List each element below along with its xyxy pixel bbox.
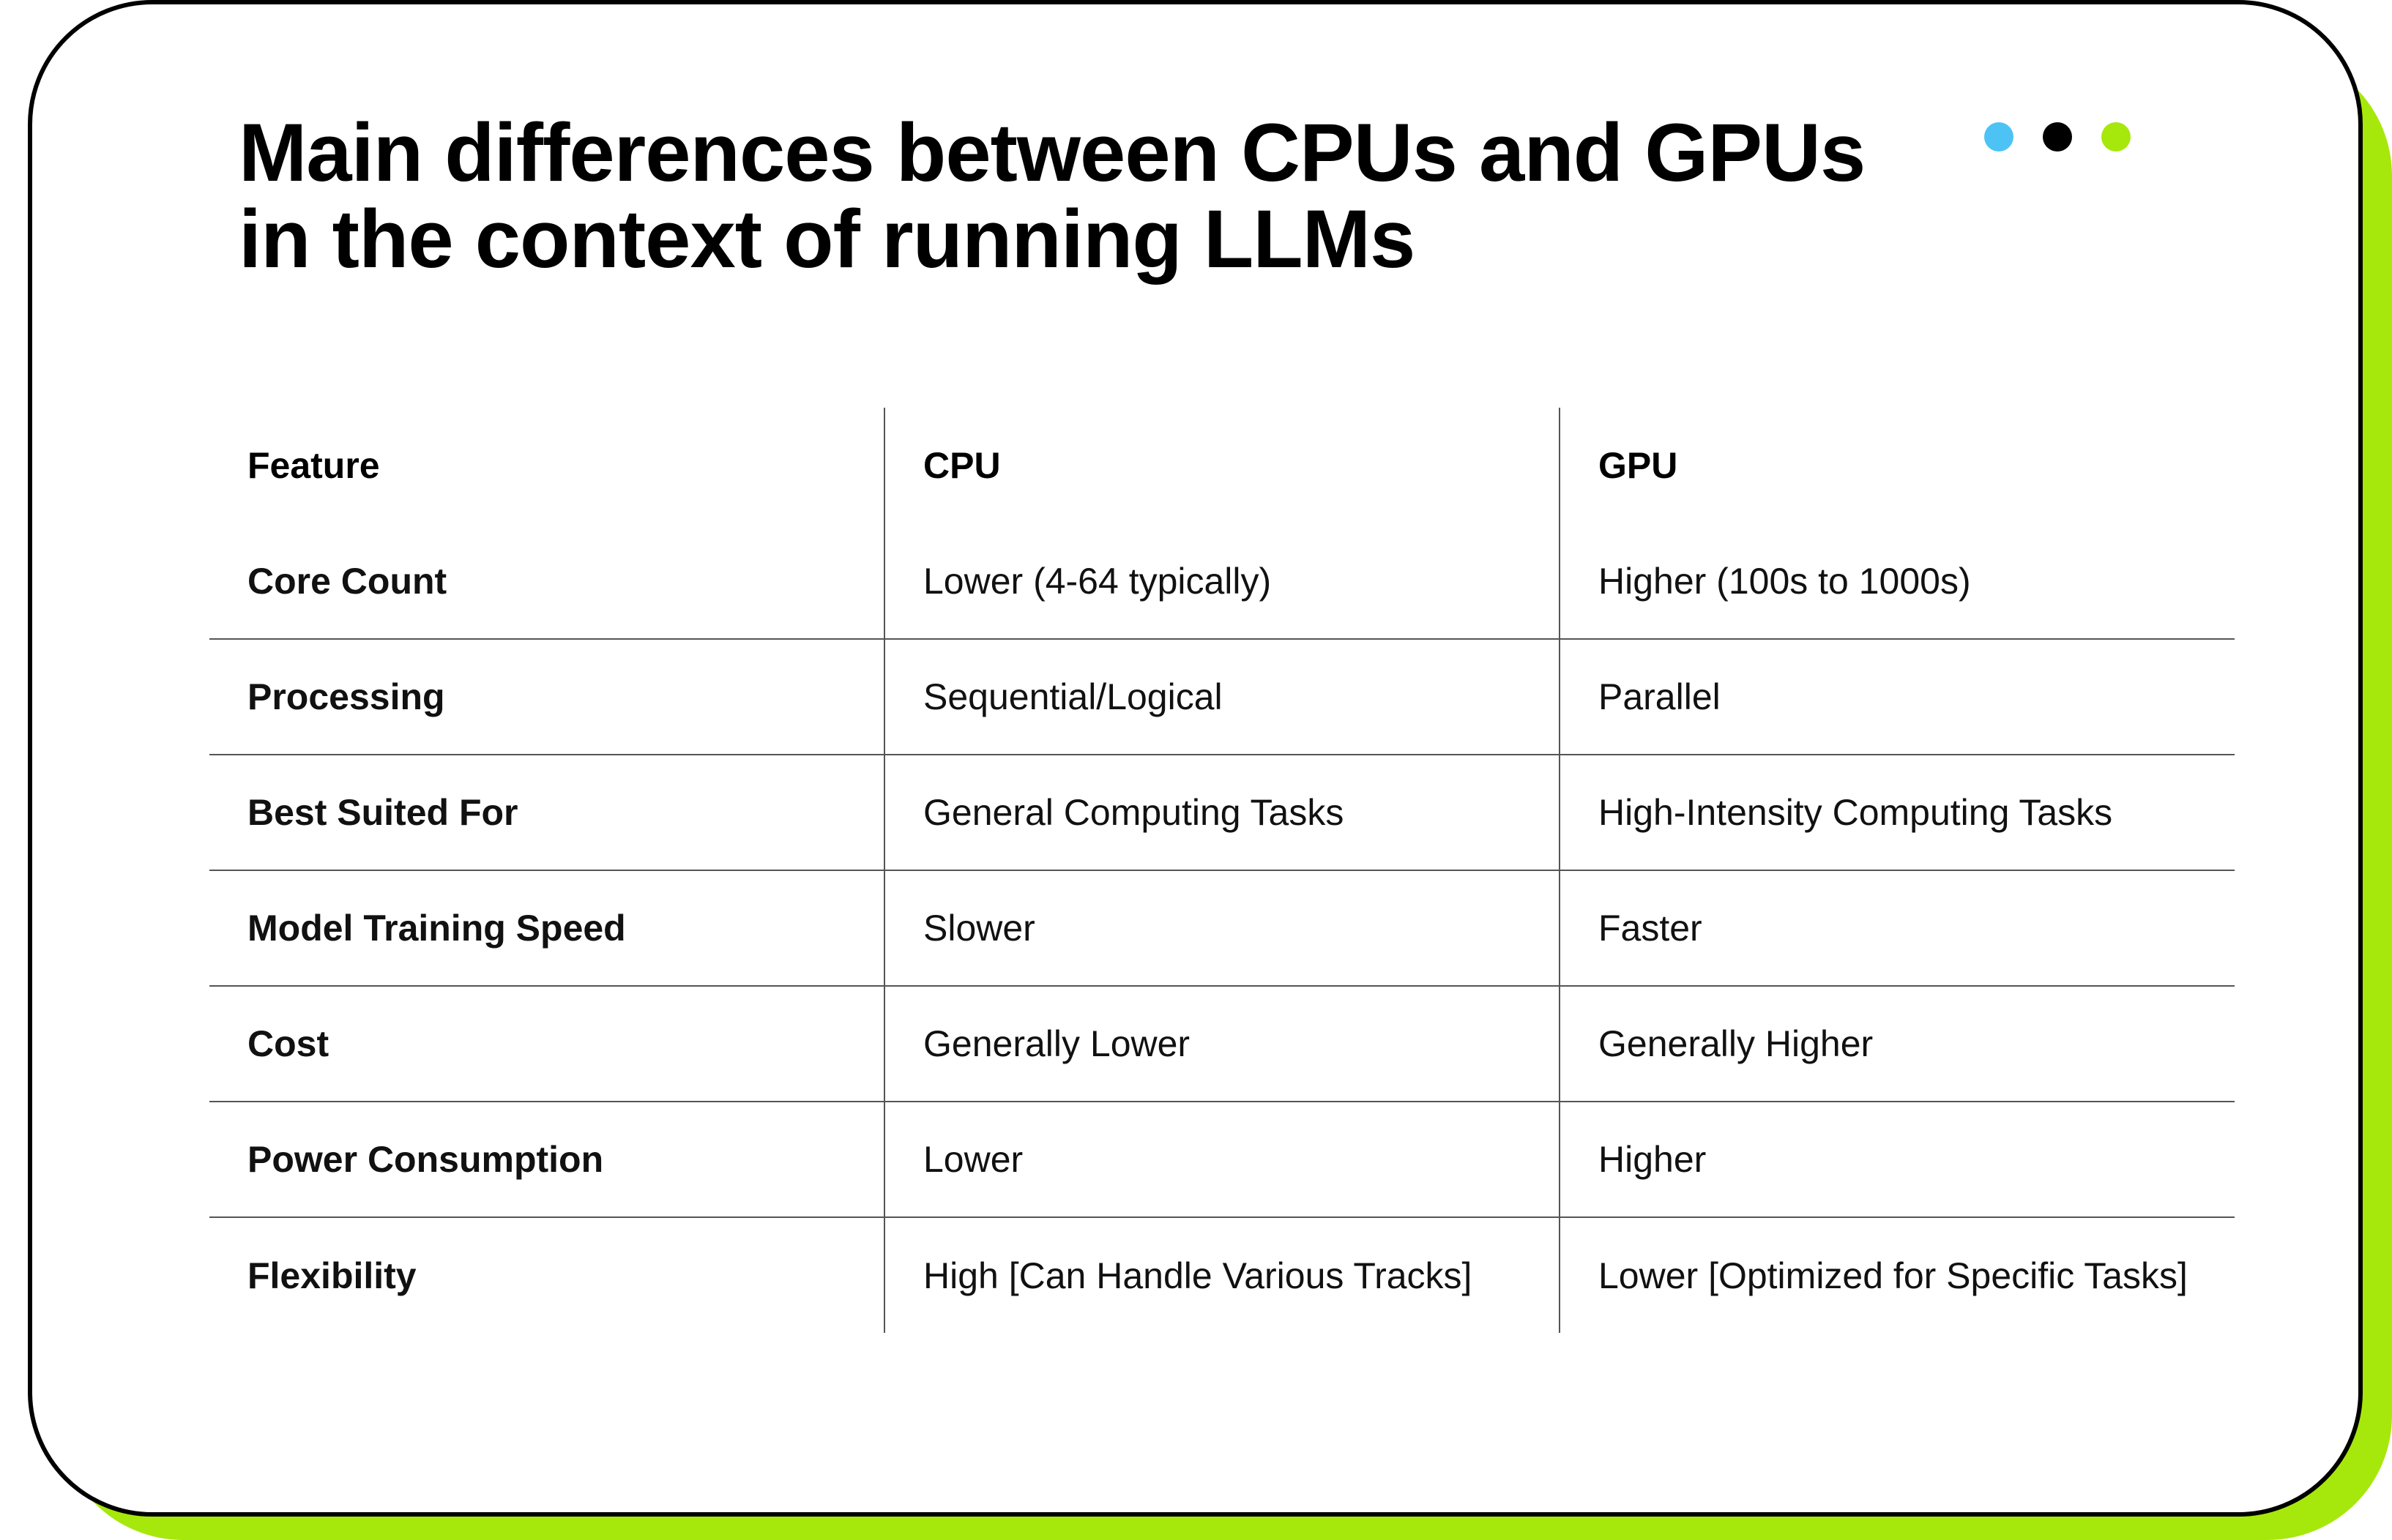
row-gpu-cell: High-Intensity Computing Tasks [1559, 755, 2235, 871]
comparison-table: Feature CPU GPU Core Count Lower (4-64 t… [209, 408, 2235, 1333]
table-row: Best Suited For General Computing Tasks … [209, 755, 2235, 871]
title-line-2: in the context of running LLMs [239, 193, 1415, 285]
row-gpu-cell: Faster [1559, 870, 2235, 987]
row-gpu-cell: Lower [Optimized for Specific Tasks] [1559, 1217, 2235, 1333]
window-dots [1984, 122, 2131, 152]
table-row: Core Count Lower (4-64 typically) Higher… [209, 523, 2235, 640]
row-cpu-cell: Lower [884, 1102, 1560, 1218]
table-row: Cost Generally Lower Generally Higher [209, 986, 2235, 1102]
table-row: Flexibility High [Can Handle Various Tra… [209, 1217, 2235, 1333]
row-feature-cell: Best Suited For [209, 755, 884, 871]
row-feature-cell: Model Training Speed [209, 870, 884, 987]
page-title: Main differences between CPUs and GPUs i… [239, 110, 1996, 283]
table-row: Model Training Speed Slower Faster [209, 870, 2235, 987]
row-cpu-cell: General Computing Tasks [884, 755, 1560, 871]
row-gpu-cell: Generally Higher [1559, 986, 2235, 1102]
row-feature-cell: Processing [209, 639, 884, 755]
table-header-row: Feature CPU GPU [209, 408, 2235, 523]
comparison-table-container: Feature CPU GPU Core Count Lower (4-64 t… [209, 408, 2235, 1333]
header-feature: Feature [247, 445, 380, 486]
row-gpu-cell: Higher (100s to 1000s) [1559, 523, 2235, 640]
title-line-1: Main differences between CPUs and GPUs [239, 107, 1866, 198]
table-row: Processing Sequential/Logical Parallel [209, 639, 2235, 755]
row-gpu-cell: Higher [1559, 1102, 2235, 1218]
row-cpu-cell: Lower (4-64 typically) [884, 523, 1560, 640]
blue-dot-icon [1984, 122, 2013, 152]
row-feature-cell: Power Consumption [209, 1102, 884, 1218]
header-cpu: CPU [884, 408, 1560, 523]
row-cpu-cell: High [Can Handle Various Tracks] [884, 1217, 1560, 1333]
table-row: Power Consumption Lower Higher [209, 1102, 2235, 1218]
row-gpu-cell: Parallel [1559, 639, 2235, 755]
row-feature-cell: Flexibility [247, 1255, 417, 1296]
row-feature-cell: Cost [209, 986, 884, 1102]
row-cpu-cell: Sequential/Logical [884, 639, 1560, 755]
black-dot-icon [2043, 122, 2072, 152]
header-gpu: GPU [1559, 408, 2235, 523]
row-cpu-cell: Slower [884, 870, 1560, 987]
green-dot-icon [2101, 122, 2131, 152]
row-cpu-cell: Generally Lower [884, 986, 1560, 1102]
row-feature-cell: Core Count [209, 523, 884, 640]
